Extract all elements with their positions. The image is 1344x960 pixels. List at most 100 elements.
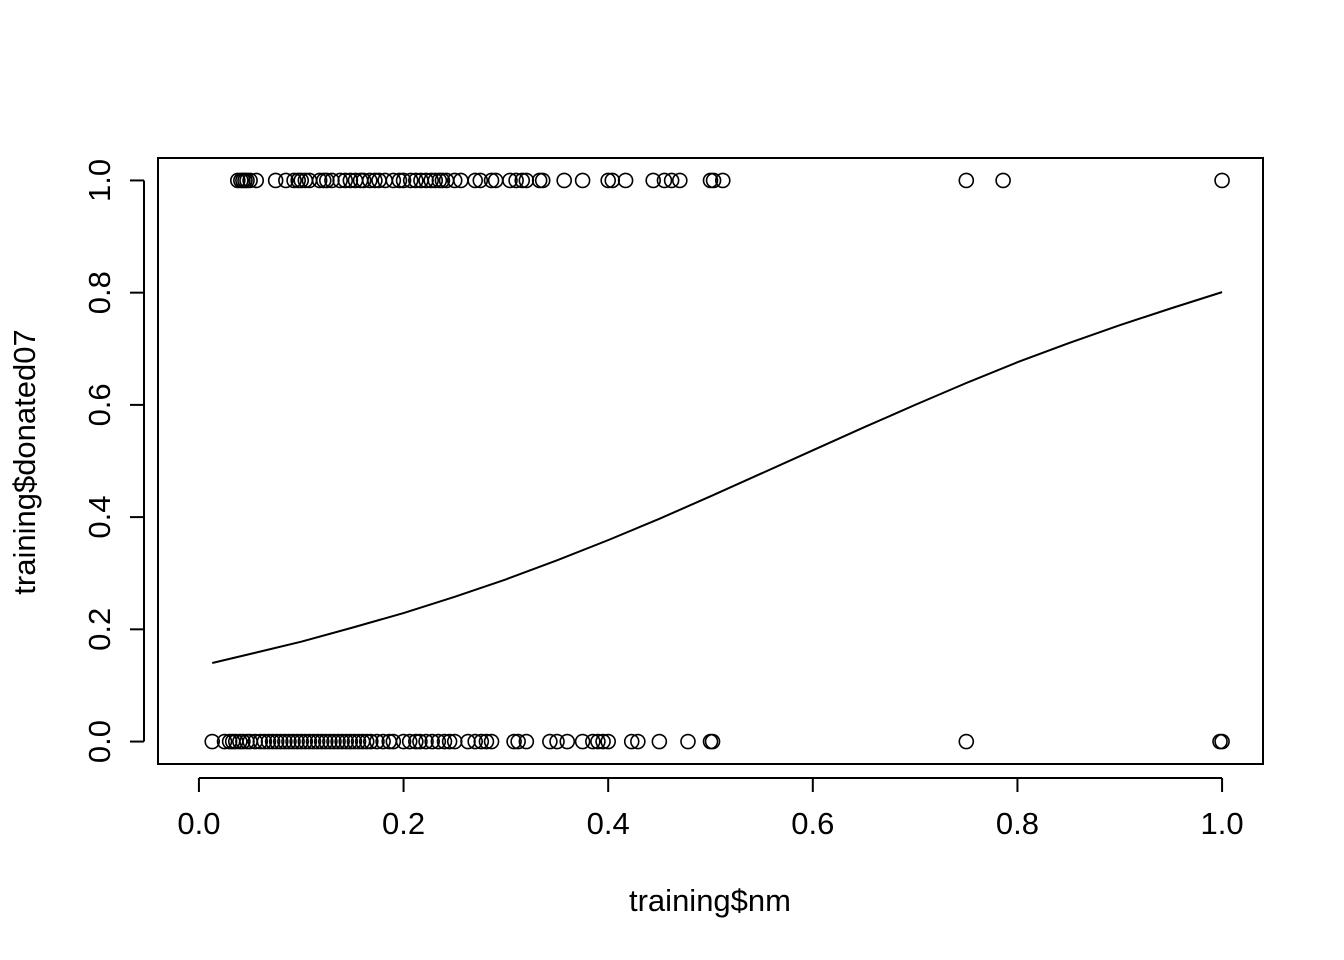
- data-point: [958, 733, 975, 750]
- data-point: [1212, 733, 1228, 750]
- data-point: [472, 172, 489, 189]
- data-point: [301, 733, 318, 750]
- data-point: [574, 733, 591, 750]
- data-point: [401, 733, 418, 750]
- x-tick-label: 0.0: [177, 806, 220, 841]
- data-point: [264, 733, 281, 750]
- data-point: [330, 733, 346, 750]
- data-point: [268, 733, 285, 750]
- data-point: [656, 172, 673, 189]
- data-point: [313, 733, 330, 750]
- data-point: [995, 172, 1011, 189]
- data-point: [293, 172, 310, 189]
- data-point: [453, 172, 469, 189]
- data-point: [630, 733, 646, 750]
- data-point: [651, 733, 668, 750]
- data-point: [663, 172, 680, 189]
- data-point: [289, 733, 305, 750]
- data-point: [286, 172, 302, 189]
- x-tick-label: 1.0: [1201, 806, 1244, 841]
- data-point: [363, 733, 379, 750]
- data-point: [260, 733, 277, 750]
- data-point: [705, 172, 722, 189]
- data-point: [248, 172, 265, 189]
- x-tick-label: 0.4: [587, 806, 630, 841]
- data-point: [252, 733, 269, 750]
- data-point: [361, 172, 378, 189]
- data-point: [436, 733, 453, 750]
- data-point: [478, 733, 495, 750]
- data-point: [531, 172, 548, 189]
- y-axis: 0.0 0.2 0.4 0.6 0.8 1.0: [82, 159, 145, 763]
- data-point: [342, 733, 359, 750]
- data-point: [317, 733, 334, 750]
- y-tick-label: 0.2: [82, 608, 117, 651]
- y-tick-label: 0.0: [82, 720, 117, 763]
- data-point: [346, 733, 363, 750]
- data-point: [483, 733, 500, 750]
- data-point: [590, 733, 606, 750]
- data-point: [326, 733, 342, 750]
- data-point: [559, 733, 576, 750]
- data-point: [434, 172, 451, 189]
- data-point: [281, 733, 297, 750]
- y-tick-label: 0.6: [82, 383, 117, 426]
- data-point: [714, 172, 731, 189]
- data-point: [235, 733, 251, 750]
- plot-frame: [157, 157, 1264, 765]
- data-point: [534, 172, 551, 189]
- data-point: [309, 733, 326, 750]
- data-point: [430, 733, 447, 750]
- data-point: [367, 172, 383, 189]
- y-tick-label: 1.0: [82, 159, 117, 202]
- data-point: [556, 172, 572, 189]
- data-point: [375, 733, 391, 750]
- data-point: [338, 733, 355, 750]
- data-point: [585, 733, 601, 750]
- data-point: [958, 172, 975, 189]
- x-tick-label: 0.8: [996, 806, 1039, 841]
- data-point: [412, 733, 428, 750]
- data-point: [377, 172, 393, 189]
- data-point: [305, 733, 322, 750]
- data-point: [514, 172, 531, 189]
- data-point: [680, 733, 696, 750]
- data-point: [473, 733, 490, 750]
- data-point: [278, 172, 294, 189]
- data-point: [293, 733, 310, 750]
- data-point: [645, 172, 662, 189]
- data-point: [424, 733, 441, 750]
- y-tick-label: 0.8: [82, 271, 117, 314]
- data-point: [549, 733, 565, 750]
- data-point: [369, 733, 385, 750]
- x-tick-label: 0.6: [791, 806, 834, 841]
- data-point: [350, 733, 367, 750]
- data-point: [277, 733, 293, 750]
- data-point: [322, 733, 338, 750]
- data-point: [385, 733, 402, 750]
- data-point: [427, 172, 444, 189]
- data-point: [542, 733, 558, 750]
- data-point: [334, 733, 350, 750]
- data-point: [623, 733, 640, 750]
- data-point: [518, 733, 535, 750]
- data-point: [423, 172, 439, 189]
- data-point: [311, 172, 328, 189]
- fitted-curves: [211, 291, 1223, 664]
- data-point: [267, 172, 284, 189]
- data-points: [204, 172, 1230, 750]
- data-point: [408, 172, 424, 189]
- data-point: [391, 172, 408, 189]
- data-point: [672, 172, 688, 189]
- data-point: [1214, 172, 1230, 189]
- data-point: [408, 733, 424, 750]
- data-point: [272, 733, 289, 750]
- data-point: [358, 733, 375, 750]
- data-point: [502, 172, 518, 189]
- data-point: [510, 733, 526, 750]
- data-point: [704, 733, 721, 750]
- data-point: [600, 733, 616, 750]
- data-point: [256, 733, 273, 750]
- data-point: [216, 733, 233, 750]
